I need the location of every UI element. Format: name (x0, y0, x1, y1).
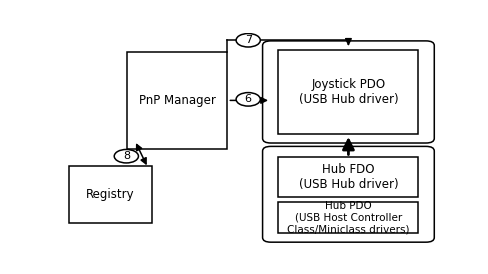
Text: Registry: Registry (86, 188, 135, 201)
Circle shape (236, 93, 260, 106)
Circle shape (114, 149, 139, 163)
Bar (68, 166, 152, 223)
Circle shape (236, 33, 260, 47)
Text: Joystick PDO
(USB Hub driver): Joystick PDO (USB Hub driver) (299, 78, 398, 106)
Text: PnP Manager: PnP Manager (139, 94, 216, 107)
Bar (279, 202, 418, 233)
Text: 6: 6 (244, 94, 252, 104)
FancyBboxPatch shape (263, 146, 434, 242)
Text: Hub PDO
(USB Host Controller
Class/Miniclass drivers): Hub PDO (USB Host Controller Class/Minic… (287, 201, 410, 234)
Bar (279, 50, 418, 134)
FancyBboxPatch shape (263, 41, 434, 143)
Text: 7: 7 (244, 35, 252, 45)
Text: Hub FDO
(USB Hub driver): Hub FDO (USB Hub driver) (299, 163, 398, 192)
Bar (279, 157, 418, 198)
Bar (127, 52, 227, 149)
Text: 8: 8 (123, 151, 130, 161)
